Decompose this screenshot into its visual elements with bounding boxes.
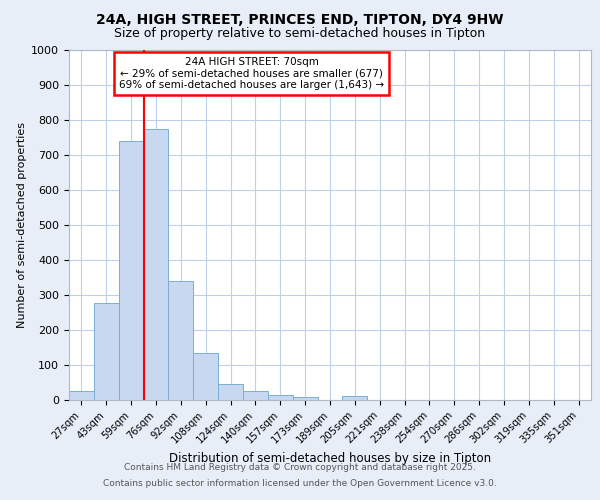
Bar	[69, 391, 94, 400]
Bar	[143, 128, 169, 400]
Bar	[169, 281, 193, 400]
Bar	[293, 397, 317, 400]
Text: Size of property relative to semi-detached houses in Tipton: Size of property relative to semi-detach…	[115, 28, 485, 40]
Text: 24A, HIGH STREET, PRINCES END, TIPTON, DY4 9HW: 24A, HIGH STREET, PRINCES END, TIPTON, D…	[96, 12, 504, 26]
Bar	[119, 141, 143, 400]
Text: Contains HM Land Registry data © Crown copyright and database right 2025.: Contains HM Land Registry data © Crown c…	[124, 464, 476, 472]
Bar	[268, 396, 293, 400]
Text: 24A HIGH STREET: 70sqm
← 29% of semi-detached houses are smaller (677)
69% of se: 24A HIGH STREET: 70sqm ← 29% of semi-det…	[119, 57, 384, 90]
Text: Contains public sector information licensed under the Open Government Licence v3: Contains public sector information licen…	[103, 478, 497, 488]
Bar	[193, 353, 218, 400]
Bar	[94, 302, 119, 400]
Y-axis label: Number of semi-detached properties: Number of semi-detached properties	[17, 122, 27, 328]
Bar	[243, 390, 268, 400]
Bar	[343, 396, 367, 400]
X-axis label: Distribution of semi-detached houses by size in Tipton: Distribution of semi-detached houses by …	[169, 452, 491, 466]
Bar	[218, 384, 243, 400]
